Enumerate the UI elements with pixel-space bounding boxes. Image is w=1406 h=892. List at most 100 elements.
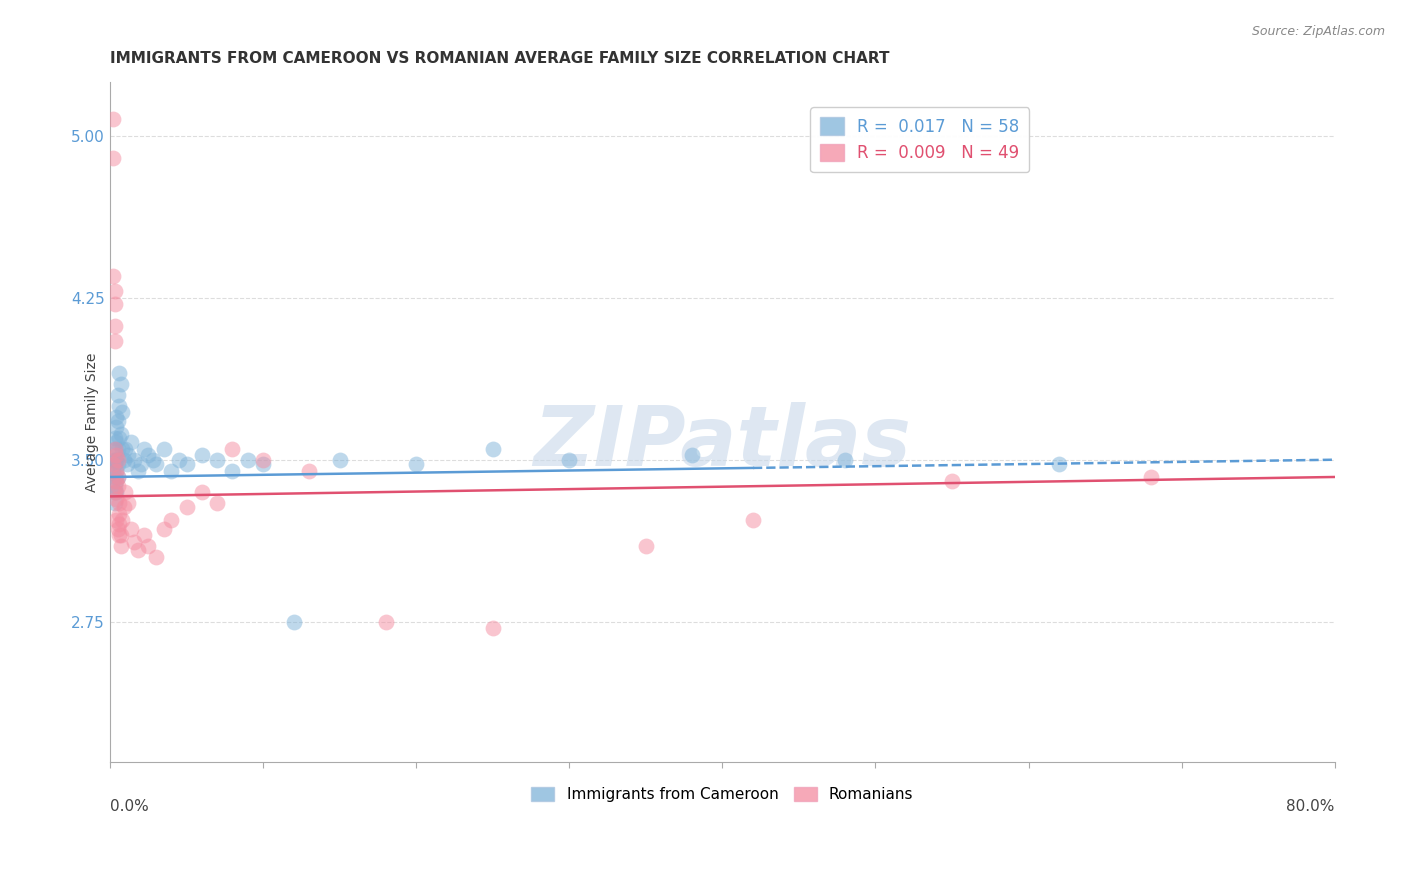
Point xyxy=(103,485,125,500)
Point xyxy=(117,496,139,510)
Point xyxy=(105,420,128,434)
Point xyxy=(127,463,149,477)
Point xyxy=(103,442,125,456)
Point xyxy=(111,442,134,456)
Point xyxy=(742,513,765,527)
Point xyxy=(124,452,146,467)
Point xyxy=(1047,457,1070,471)
Point xyxy=(941,475,963,489)
Point xyxy=(558,452,581,467)
Point xyxy=(105,475,128,489)
Point xyxy=(834,452,856,467)
Point xyxy=(110,426,132,441)
Point xyxy=(405,457,427,471)
Point xyxy=(105,435,128,450)
Point xyxy=(108,496,131,510)
Y-axis label: Average Family Size: Average Family Size xyxy=(84,352,98,491)
Point xyxy=(205,496,228,510)
Point xyxy=(152,442,174,456)
Point xyxy=(110,528,132,542)
Point xyxy=(107,457,129,471)
Point xyxy=(107,388,129,402)
Point xyxy=(481,621,503,635)
Point xyxy=(205,452,228,467)
Point xyxy=(374,615,396,629)
Point xyxy=(329,452,352,467)
Point xyxy=(120,435,142,450)
Point xyxy=(101,112,124,126)
Point xyxy=(152,522,174,536)
Point xyxy=(124,534,146,549)
Point xyxy=(105,485,128,500)
Legend: Immigrants from Cameroon, Romanians: Immigrants from Cameroon, Romanians xyxy=(526,781,920,808)
Point xyxy=(236,452,259,467)
Point xyxy=(176,500,198,515)
Point xyxy=(160,513,183,527)
Point xyxy=(103,318,125,333)
Point xyxy=(107,452,129,467)
Point xyxy=(105,463,128,477)
Point xyxy=(103,442,125,456)
Text: 80.0%: 80.0% xyxy=(1286,799,1334,814)
Point xyxy=(120,522,142,536)
Point xyxy=(221,463,243,477)
Point xyxy=(107,442,129,456)
Point xyxy=(103,478,125,492)
Point xyxy=(108,399,131,413)
Point xyxy=(103,485,125,500)
Point xyxy=(160,463,183,477)
Point xyxy=(252,457,274,471)
Point xyxy=(114,442,136,456)
Point xyxy=(108,431,131,445)
Point xyxy=(1140,470,1163,484)
Text: 0.0%: 0.0% xyxy=(110,799,149,814)
Point xyxy=(105,491,128,506)
Point xyxy=(108,507,131,521)
Point xyxy=(167,452,190,467)
Point xyxy=(132,442,155,456)
Point xyxy=(103,285,125,299)
Point xyxy=(108,367,131,381)
Point xyxy=(127,543,149,558)
Point xyxy=(103,297,125,311)
Text: ZIPatlas: ZIPatlas xyxy=(533,401,911,483)
Point xyxy=(110,377,132,392)
Text: IMMIGRANTS FROM CAMEROON VS ROMANIAN AVERAGE FAMILY SIZE CORRELATION CHART: IMMIGRANTS FROM CAMEROON VS ROMANIAN AVE… xyxy=(110,51,890,66)
Point xyxy=(112,452,135,467)
Point xyxy=(221,442,243,456)
Point xyxy=(108,528,131,542)
Point xyxy=(107,522,129,536)
Point xyxy=(681,449,703,463)
Point xyxy=(115,457,138,471)
Point xyxy=(111,405,134,419)
Point xyxy=(129,457,152,471)
Point xyxy=(191,449,214,463)
Text: Source: ZipAtlas.com: Source: ZipAtlas.com xyxy=(1251,25,1385,38)
Point xyxy=(112,500,135,515)
Point xyxy=(111,513,134,527)
Point xyxy=(105,475,128,489)
Point xyxy=(105,463,128,477)
Point xyxy=(101,151,124,165)
Point xyxy=(298,463,321,477)
Point xyxy=(103,470,125,484)
Point xyxy=(101,452,124,467)
Point xyxy=(105,449,128,463)
Point xyxy=(105,409,128,424)
Point xyxy=(145,457,167,471)
Point xyxy=(136,449,159,463)
Point xyxy=(101,463,124,477)
Point xyxy=(136,539,159,553)
Point xyxy=(103,496,125,510)
Point xyxy=(114,485,136,500)
Point xyxy=(191,485,214,500)
Point xyxy=(252,452,274,467)
Point xyxy=(101,457,124,471)
Point xyxy=(101,269,124,284)
Point xyxy=(117,449,139,463)
Point xyxy=(103,334,125,348)
Point xyxy=(108,517,131,532)
Point xyxy=(103,452,125,467)
Point xyxy=(107,470,129,484)
Point xyxy=(142,452,165,467)
